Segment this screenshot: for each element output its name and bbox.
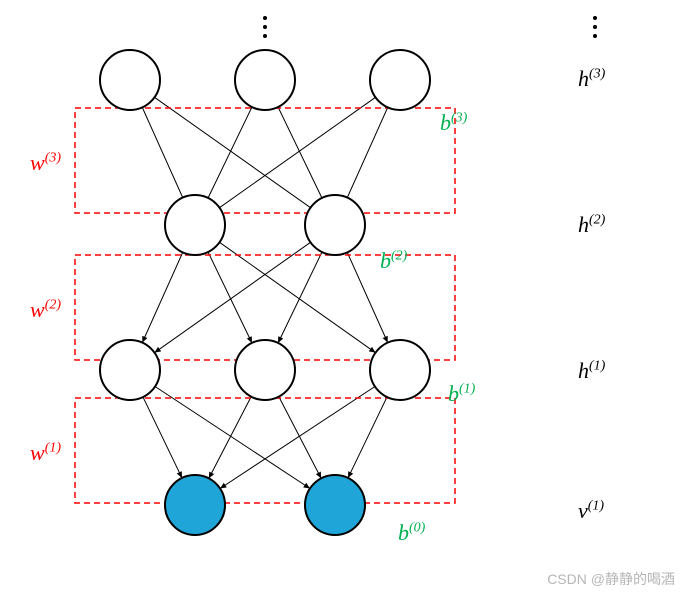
edge [142, 107, 182, 197]
label-w3: w(3) [30, 150, 61, 176]
node-h1 [235, 340, 295, 400]
node-h3 [370, 50, 430, 110]
node-h3 [235, 50, 295, 110]
edge [219, 97, 375, 207]
label-h2: h(2) [578, 212, 605, 238]
node-h1 [370, 340, 430, 400]
edge [347, 107, 387, 197]
label-w2: w(2) [30, 297, 61, 323]
edge [143, 397, 182, 478]
box-w1 [75, 398, 455, 503]
label-h3: h(3) [578, 66, 605, 92]
box-w3 [75, 108, 455, 213]
edge [155, 386, 310, 488]
label-b0: b(0) [398, 520, 425, 546]
ellipsis-dot [593, 34, 597, 38]
edge [278, 252, 322, 343]
edge [348, 397, 387, 478]
ellipsis-dot [593, 25, 597, 29]
edge [209, 397, 251, 479]
edge [142, 252, 182, 342]
node-v1 [165, 475, 225, 535]
label-v1: v(1) [578, 498, 604, 524]
watermark-text: CSDN @静静的喝酒 [547, 569, 675, 589]
label-w1: w(1) [30, 440, 61, 466]
node-h2 [305, 195, 365, 255]
node-v1 [305, 475, 365, 535]
ellipsis-dot [263, 25, 267, 29]
label-b1: b(1) [448, 381, 475, 407]
node-h3 [100, 50, 160, 110]
ellipsis-dot [263, 34, 267, 38]
label-h1: h(1) [578, 358, 605, 384]
edge [220, 386, 375, 488]
edge [154, 97, 310, 207]
node-h1 [100, 340, 160, 400]
edge [154, 242, 310, 352]
ellipsis-dot [593, 16, 597, 20]
edge [208, 107, 252, 198]
label-b2: b(2) [380, 248, 407, 274]
node-h2 [165, 195, 225, 255]
label-b3: b(3) [440, 110, 467, 136]
edge [279, 397, 321, 479]
ellipsis-dot [263, 16, 267, 20]
edge [278, 107, 322, 198]
edge [219, 242, 375, 352]
edge [208, 252, 252, 343]
